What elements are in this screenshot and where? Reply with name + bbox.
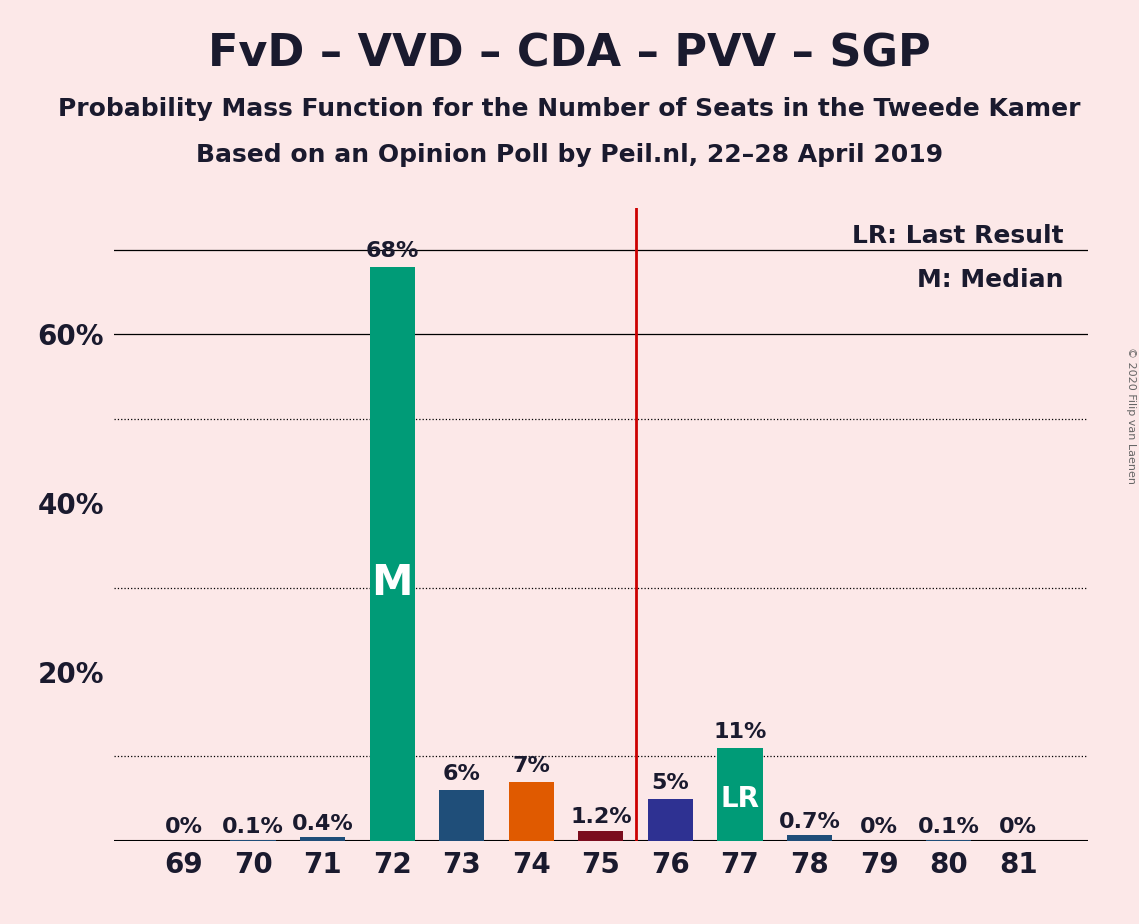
Text: 6%: 6% xyxy=(443,764,481,784)
Text: 7%: 7% xyxy=(513,756,550,776)
Text: FvD – VVD – CDA – PVV – SGP: FvD – VVD – CDA – PVV – SGP xyxy=(208,32,931,76)
Bar xyxy=(509,782,554,841)
Bar xyxy=(300,837,345,841)
Text: 1.2%: 1.2% xyxy=(570,808,632,827)
Text: Based on an Opinion Poll by Peil.nl, 22–28 April 2019: Based on an Opinion Poll by Peil.nl, 22–… xyxy=(196,143,943,167)
Text: 0%: 0% xyxy=(164,818,203,837)
Text: 0%: 0% xyxy=(999,818,1038,837)
Text: 68%: 68% xyxy=(366,241,419,261)
Text: 0.4%: 0.4% xyxy=(292,814,353,834)
Text: 5%: 5% xyxy=(652,772,689,793)
Bar xyxy=(579,831,623,841)
Text: 0.1%: 0.1% xyxy=(918,817,980,836)
Text: 0%: 0% xyxy=(860,818,898,837)
Text: 11%: 11% xyxy=(713,722,767,742)
Text: M: M xyxy=(371,562,413,603)
Text: M: Median: M: Median xyxy=(917,268,1064,292)
Text: © 2020 Filip van Laenen: © 2020 Filip van Laenen xyxy=(1126,347,1136,484)
Text: Probability Mass Function for the Number of Seats in the Tweede Kamer: Probability Mass Function for the Number… xyxy=(58,97,1081,121)
Text: LR: Last Result: LR: Last Result xyxy=(852,224,1064,248)
Bar xyxy=(718,748,762,841)
Bar xyxy=(369,267,415,841)
Bar xyxy=(648,798,693,841)
Text: 0.1%: 0.1% xyxy=(222,817,284,836)
Text: LR: LR xyxy=(721,785,760,813)
Bar xyxy=(787,835,833,841)
Bar xyxy=(440,790,484,841)
Text: 0.7%: 0.7% xyxy=(779,811,841,832)
